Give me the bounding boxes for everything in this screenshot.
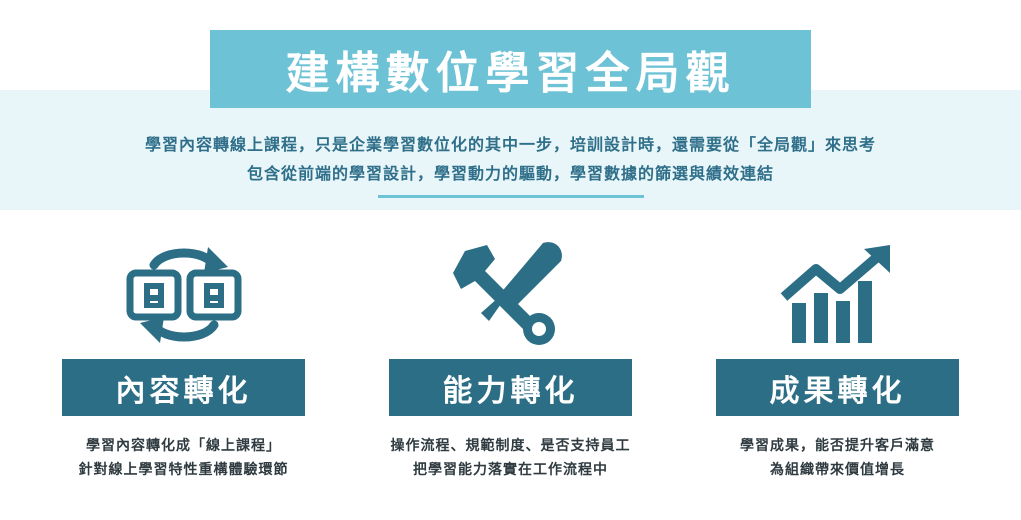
column-desc-line-1: 操作流程、規範制度、是否支持員工 [390,438,631,454]
column-desc-line-2: 為組織帶來價值增長 [770,462,905,478]
column-title: 成果轉化 [769,373,906,409]
convert-refresh-icon [126,246,241,343]
label-result-conversion: 成果轉化 [716,359,959,416]
column-title: 內容轉化 [115,373,252,409]
growth-chart-icon [780,244,890,343]
label-ability-conversion: 能力轉化 [389,359,632,416]
column-title: 能力轉化 [442,373,579,409]
column-ability-conversion: 能力轉化 操作流程、規範制度、是否支持員工 把學習能力落實在工作流程中 [389,235,632,495]
label-content-conversion: 內容轉化 [62,359,305,416]
column-content-conversion: 內容轉化 學習內容轉化成「線上課程」 針對線上學習特性重構體驗環節 [62,235,305,495]
title-banner: 建構數位學習全局觀 [210,30,811,108]
header-band [0,90,1021,210]
subtitle-line-1: 學習內容轉線上課程，只是企業學習數位化的其中一步，培訓設計時，還需要從「全局觀」… [144,135,876,154]
column-desc-line-1: 學習內容轉化成「線上課程」 [86,438,281,454]
wrench-screwdriver-icon [452,241,562,345]
page-title: 建構數位學習全局觀 [285,48,736,99]
divider [378,195,644,198]
subtitle-line-2: 包含從前端的學習設計，學習動力的驅動，學習數據的篩選與績效連結 [246,164,774,183]
column-desc-line-1: 學習成果，能否提升客戶滿意 [740,438,935,454]
column-result-conversion: 成果轉化 學習成果，能否提升客戶滿意 為組織帶來價值增長 [716,235,959,495]
column-desc-line-2: 針對線上學習特性重構體驗環節 [78,462,289,478]
column-desc-line-2: 把學習能力落實在工作流程中 [413,462,608,478]
